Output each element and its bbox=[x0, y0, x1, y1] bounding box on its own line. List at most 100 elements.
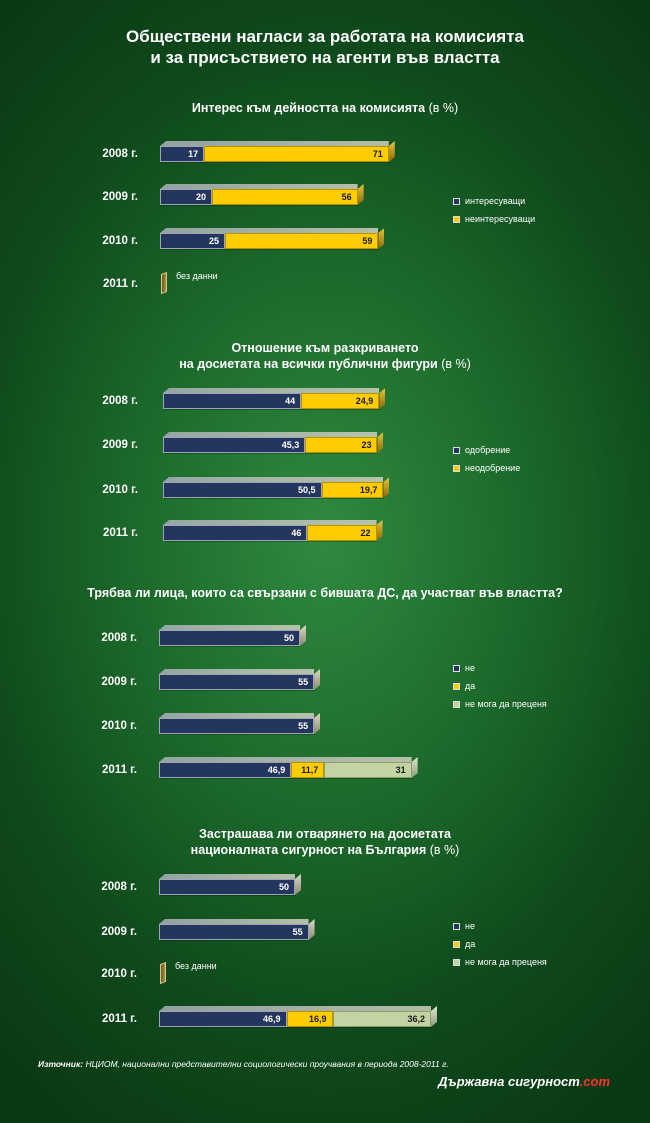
year-label: 2008 г. bbox=[101, 881, 137, 893]
bar-row: 50 bbox=[159, 630, 300, 646]
legend-item: не мога да преценя bbox=[453, 953, 547, 971]
bar-segment: 11,7 bbox=[291, 762, 325, 778]
legend-item: неодобрение bbox=[453, 459, 520, 477]
brand-suffix: .com bbox=[579, 1074, 610, 1089]
legend-item: одобрение bbox=[453, 441, 520, 459]
data-label: 46,9 bbox=[267, 765, 286, 775]
bar-segment: 71 bbox=[204, 146, 389, 162]
legend-swatch bbox=[453, 446, 460, 454]
year-label: 2011 г. bbox=[103, 527, 138, 539]
bar-row: 55 bbox=[159, 718, 315, 734]
chart-2-title: Отношение към разкриването на досиетата н… bbox=[0, 340, 650, 372]
source-text: НЦИОМ, национални представителни социоло… bbox=[83, 1059, 449, 1069]
year-label: 2008 г. bbox=[102, 148, 138, 160]
no-data-label: без данни bbox=[175, 961, 217, 971]
bar-row: 45,3 23 bbox=[163, 437, 378, 453]
bar-segment: 46,9 bbox=[159, 762, 292, 778]
legend-item: интересуващи bbox=[453, 192, 535, 210]
legend-label: не bbox=[465, 663, 475, 673]
year-label: 2010 г. bbox=[101, 968, 137, 980]
legend-label: не мога да преценя bbox=[465, 699, 547, 709]
bar-segment: 55 bbox=[159, 924, 309, 940]
brand-main: Държавна сигурност bbox=[438, 1074, 580, 1089]
main-title: Обществени нагласи за работата на комиси… bbox=[0, 26, 650, 68]
legend-swatch bbox=[453, 215, 460, 223]
chart-2-unit: (в %) bbox=[437, 357, 471, 371]
legend-item: не bbox=[453, 659, 547, 677]
chart-1-legend: интересуващи неинтересуващи bbox=[453, 192, 535, 228]
bar-segment: 45,3 bbox=[163, 437, 306, 453]
data-label: 22 bbox=[360, 528, 371, 538]
data-label: 23 bbox=[361, 440, 372, 450]
data-label: 36,2 bbox=[407, 1014, 425, 1024]
source-label: Източник: bbox=[38, 1059, 84, 1069]
bar-segment: 50,5 bbox=[163, 482, 322, 498]
data-label: 25 bbox=[208, 236, 219, 246]
bar-segment: 46,9 bbox=[159, 1011, 287, 1027]
legend-item: не мога да преценя bbox=[453, 695, 547, 713]
bar-row: 50 bbox=[159, 879, 295, 895]
year-label: 2009 г. bbox=[102, 439, 138, 451]
data-label: 16,9 bbox=[308, 1014, 327, 1024]
year-label: 2010 г. bbox=[102, 484, 138, 496]
year-label: 2011 г. bbox=[103, 278, 138, 290]
data-label: 56 bbox=[341, 192, 352, 202]
year-label: 2011 г. bbox=[102, 764, 137, 776]
legend-item: да bbox=[453, 677, 547, 695]
no-data-bar bbox=[160, 961, 166, 985]
legend-item: не bbox=[453, 917, 547, 935]
bar-segment: 44 bbox=[163, 393, 302, 409]
bar-row: 25 59 bbox=[160, 233, 379, 249]
legend-item: да bbox=[453, 935, 547, 953]
bar-row: 20 56 bbox=[160, 189, 358, 205]
bar-row: 50,5 19,7 bbox=[163, 482, 384, 498]
legend-item: неинтересуващи bbox=[453, 210, 535, 228]
legend-swatch bbox=[453, 940, 460, 948]
no-data-label: без данни bbox=[176, 271, 218, 281]
bar-segment: 17 bbox=[160, 146, 205, 162]
bar-segment: 24,9 bbox=[301, 393, 380, 409]
year-label: 2011 г. bbox=[102, 1013, 137, 1025]
bar-segment: 23 bbox=[305, 437, 378, 453]
data-label: 50 bbox=[278, 882, 289, 892]
chart-2-title-line: Отношение към разкриването bbox=[231, 341, 419, 355]
source-note: Източник: НЦИОМ, национални представител… bbox=[38, 1059, 449, 1069]
chart-4-unit: (в %) bbox=[426, 843, 460, 857]
bar-row: 46 22 bbox=[163, 525, 377, 541]
data-label: 44 bbox=[285, 396, 296, 406]
bar-row: 17 71 bbox=[160, 146, 389, 162]
chart-2-legend: одобрение неодобрение bbox=[453, 441, 520, 477]
bar-segment: 56 bbox=[212, 189, 358, 205]
bar-segment: 25 bbox=[160, 233, 225, 249]
chart-4-title: Застрашава ли отварянето на досиетата нац… bbox=[0, 826, 650, 858]
bar-segment: 50 bbox=[159, 630, 300, 646]
chart-3-title-line: Трябва ли лица, които са свързани с бивш… bbox=[87, 586, 563, 600]
chart-4-title-line: Застрашава ли отварянето на досиетата bbox=[199, 827, 451, 841]
bar-segment: 59 bbox=[225, 233, 379, 249]
brand-logo: Държавна сигурност.com bbox=[438, 1074, 610, 1089]
legend-label: одобрение bbox=[465, 445, 511, 455]
chart-1-title-line: Интерес към дейността на комисията (в %) bbox=[191, 101, 459, 115]
year-label: 2010 г. bbox=[101, 720, 137, 732]
data-label: 11,7 bbox=[301, 765, 319, 775]
chart-1-unit: (в %) bbox=[425, 101, 459, 115]
legend-label: неинтересуващи bbox=[465, 214, 536, 224]
legend-swatch bbox=[453, 700, 460, 708]
year-label: 2009 г. bbox=[102, 191, 138, 203]
year-label: 2009 г. bbox=[101, 926, 137, 938]
bar-segment: 20 bbox=[160, 189, 212, 205]
year-label: 2008 г. bbox=[102, 395, 138, 407]
bar-segment: 55 bbox=[159, 718, 315, 734]
legend-label: неодобрение bbox=[465, 463, 521, 473]
chart-4-title-line: националната сигурност на България (в %) bbox=[190, 843, 460, 857]
legend-label: не мога да преценя bbox=[465, 957, 547, 967]
main-title-line-2: и за присъствието на агенти във властта bbox=[150, 48, 500, 67]
data-label: 19,7 bbox=[359, 485, 378, 495]
legend-label: да bbox=[465, 681, 476, 691]
year-label: 2009 г. bbox=[101, 676, 137, 688]
chart-3-title: Трябва ли лица, които са свързани с бивш… bbox=[0, 585, 650, 601]
bar-segment: 46 bbox=[163, 525, 308, 541]
legend-label: интересуващи bbox=[465, 196, 526, 206]
data-label: 55 bbox=[298, 721, 309, 731]
legend-label: не bbox=[465, 921, 475, 931]
